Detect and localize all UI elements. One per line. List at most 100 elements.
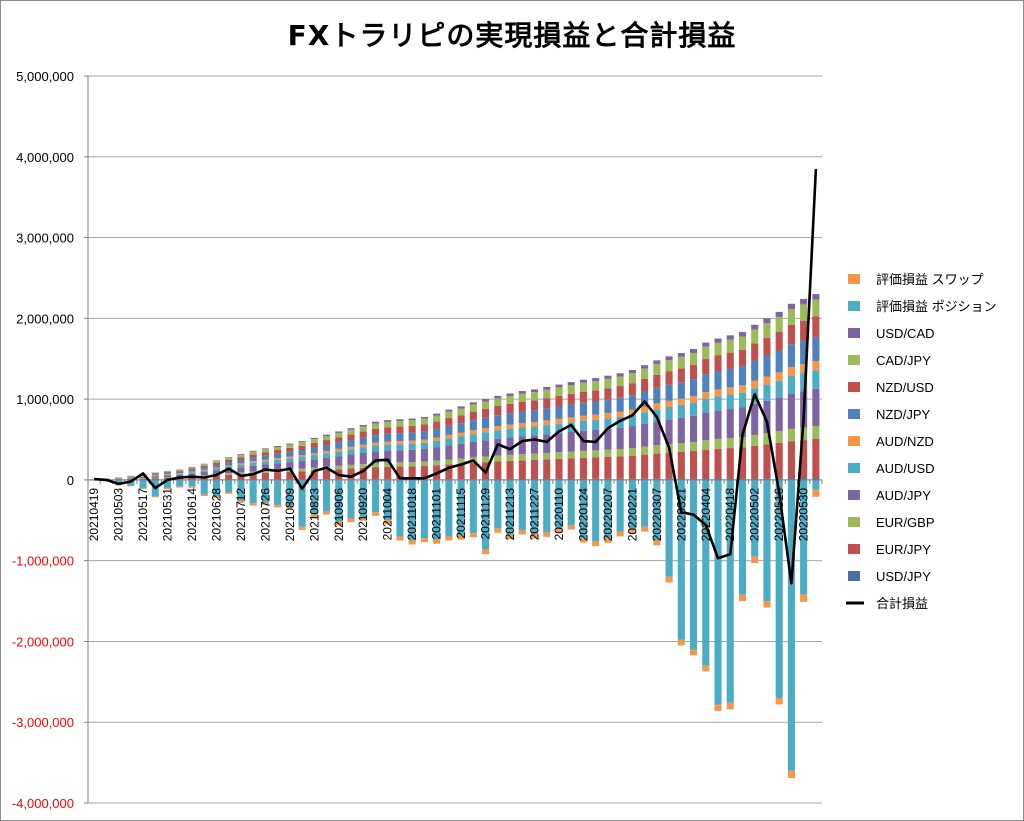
- bar-segment: [384, 433, 392, 442]
- x-tick-label: 20210614: [185, 488, 199, 542]
- bar-segment: [763, 323, 771, 338]
- bar-segment-swap: [139, 487, 147, 489]
- bar-segment: [677, 356, 685, 369]
- bar-segment-position: [482, 479, 490, 550]
- bar-segment: [506, 437, 514, 455]
- bar-segment: [567, 458, 575, 479]
- bar-segment-swap: [518, 529, 526, 535]
- bar-segment: [616, 478, 624, 480]
- bar-segment: [702, 342, 710, 347]
- bar-segment: [518, 423, 526, 428]
- bar-segment: [396, 441, 404, 445]
- bar-segment: [702, 359, 710, 375]
- bar-segment-swap: [457, 535, 465, 540]
- bar-segment-position: [249, 479, 257, 504]
- bar-segment: [812, 360, 820, 371]
- bar-segment: [787, 309, 795, 325]
- legend-marker: [848, 382, 860, 392]
- bar-segment-position: [225, 479, 233, 493]
- bar-segment: [653, 421, 661, 446]
- bar-segment: [702, 392, 710, 399]
- bar-segment-swap: [310, 514, 318, 518]
- bar-segment: [249, 454, 257, 458]
- bar-segment-position: [567, 479, 575, 526]
- bar-segment-position: [433, 479, 441, 540]
- bar-segment: [543, 386, 551, 390]
- bar-segment: [212, 470, 220, 475]
- bar-segment-position: [445, 479, 453, 537]
- bar-segment-swap: [261, 502, 269, 505]
- bar-segment: [457, 423, 465, 433]
- bar-segment-swap: [726, 702, 734, 710]
- bar-segment: [567, 451, 575, 459]
- bar-segment: [604, 456, 612, 479]
- bar-segment: [298, 471, 306, 480]
- bar-segment: [347, 428, 355, 430]
- bar-segment: [604, 418, 612, 429]
- bar-segment: [665, 452, 673, 479]
- bar-segment: [359, 467, 367, 480]
- bar-segment-swap: [335, 521, 343, 526]
- bar-segment: [628, 409, 636, 416]
- bar-segment: [506, 393, 514, 397]
- bar-segment: [702, 346, 710, 360]
- bar-segment: [628, 373, 636, 384]
- chart-title: FXトラリピの実現損益と合計損益: [287, 19, 737, 52]
- bar-segment: [530, 435, 539, 454]
- bar-segment: [151, 473, 159, 475]
- bar-segment-position: [787, 479, 795, 771]
- x-tick-label: 20220110: [552, 488, 566, 541]
- bar-segment: [641, 378, 649, 392]
- bar-segment: [702, 398, 710, 413]
- bar-segment: [249, 450, 257, 452]
- bar-segment: [151, 478, 159, 480]
- bar-segment: [384, 420, 392, 422]
- bar-segment: [225, 474, 233, 480]
- bar-segment: [751, 329, 759, 344]
- bar-segment-swap: [714, 704, 722, 711]
- bar-segment-position: [763, 479, 771, 602]
- bar-segment: [469, 411, 477, 421]
- bar-segment: [726, 409, 734, 438]
- bar-segment: [323, 445, 331, 451]
- bar-segment-position: [518, 479, 526, 530]
- bar-segment: [261, 461, 269, 465]
- bar-segment: [567, 385, 575, 394]
- bar-segment: [763, 355, 771, 377]
- legend-marker: [848, 436, 860, 446]
- bar-segment: [677, 417, 685, 444]
- bar-segment: [384, 466, 392, 480]
- bar-segment: [763, 400, 771, 434]
- bar-segment-position: [628, 479, 636, 529]
- bar-segment: [641, 478, 649, 480]
- bar-segment: [690, 402, 698, 416]
- bar-segment: [347, 446, 355, 450]
- bar-segment-position: [347, 479, 355, 519]
- bar-segment: [787, 428, 795, 442]
- x-tick-label: 20211101: [430, 488, 444, 540]
- bar-segment: [286, 458, 294, 463]
- bar-segment-position: [530, 479, 539, 535]
- bar-segment-swap: [408, 540, 416, 545]
- bar-segment-swap: [775, 697, 783, 705]
- bar-segment: [212, 460, 220, 462]
- bar-segment: [151, 472, 159, 474]
- bar-segment: [457, 415, 465, 424]
- x-tick-label: 20220502: [748, 488, 762, 542]
- legend-label: 評価損益 スワップ: [876, 272, 984, 287]
- bar-segment-swap: [690, 649, 698, 656]
- bar-segment: [188, 473, 196, 477]
- bar-segment-swap: [359, 517, 367, 521]
- bar-segment: [738, 478, 747, 480]
- bar-segment: [286, 456, 294, 459]
- bar-segment: [335, 448, 343, 452]
- x-tick-label: 20211115: [454, 488, 468, 539]
- bar-segment: [188, 469, 196, 472]
- bar-segment: [641, 391, 649, 407]
- x-tick-label: 20210809: [283, 488, 297, 542]
- bar-segment: [518, 393, 526, 402]
- bar-segment: [139, 475, 147, 477]
- bar-segment: [506, 454, 514, 461]
- bar-segment: [628, 383, 636, 396]
